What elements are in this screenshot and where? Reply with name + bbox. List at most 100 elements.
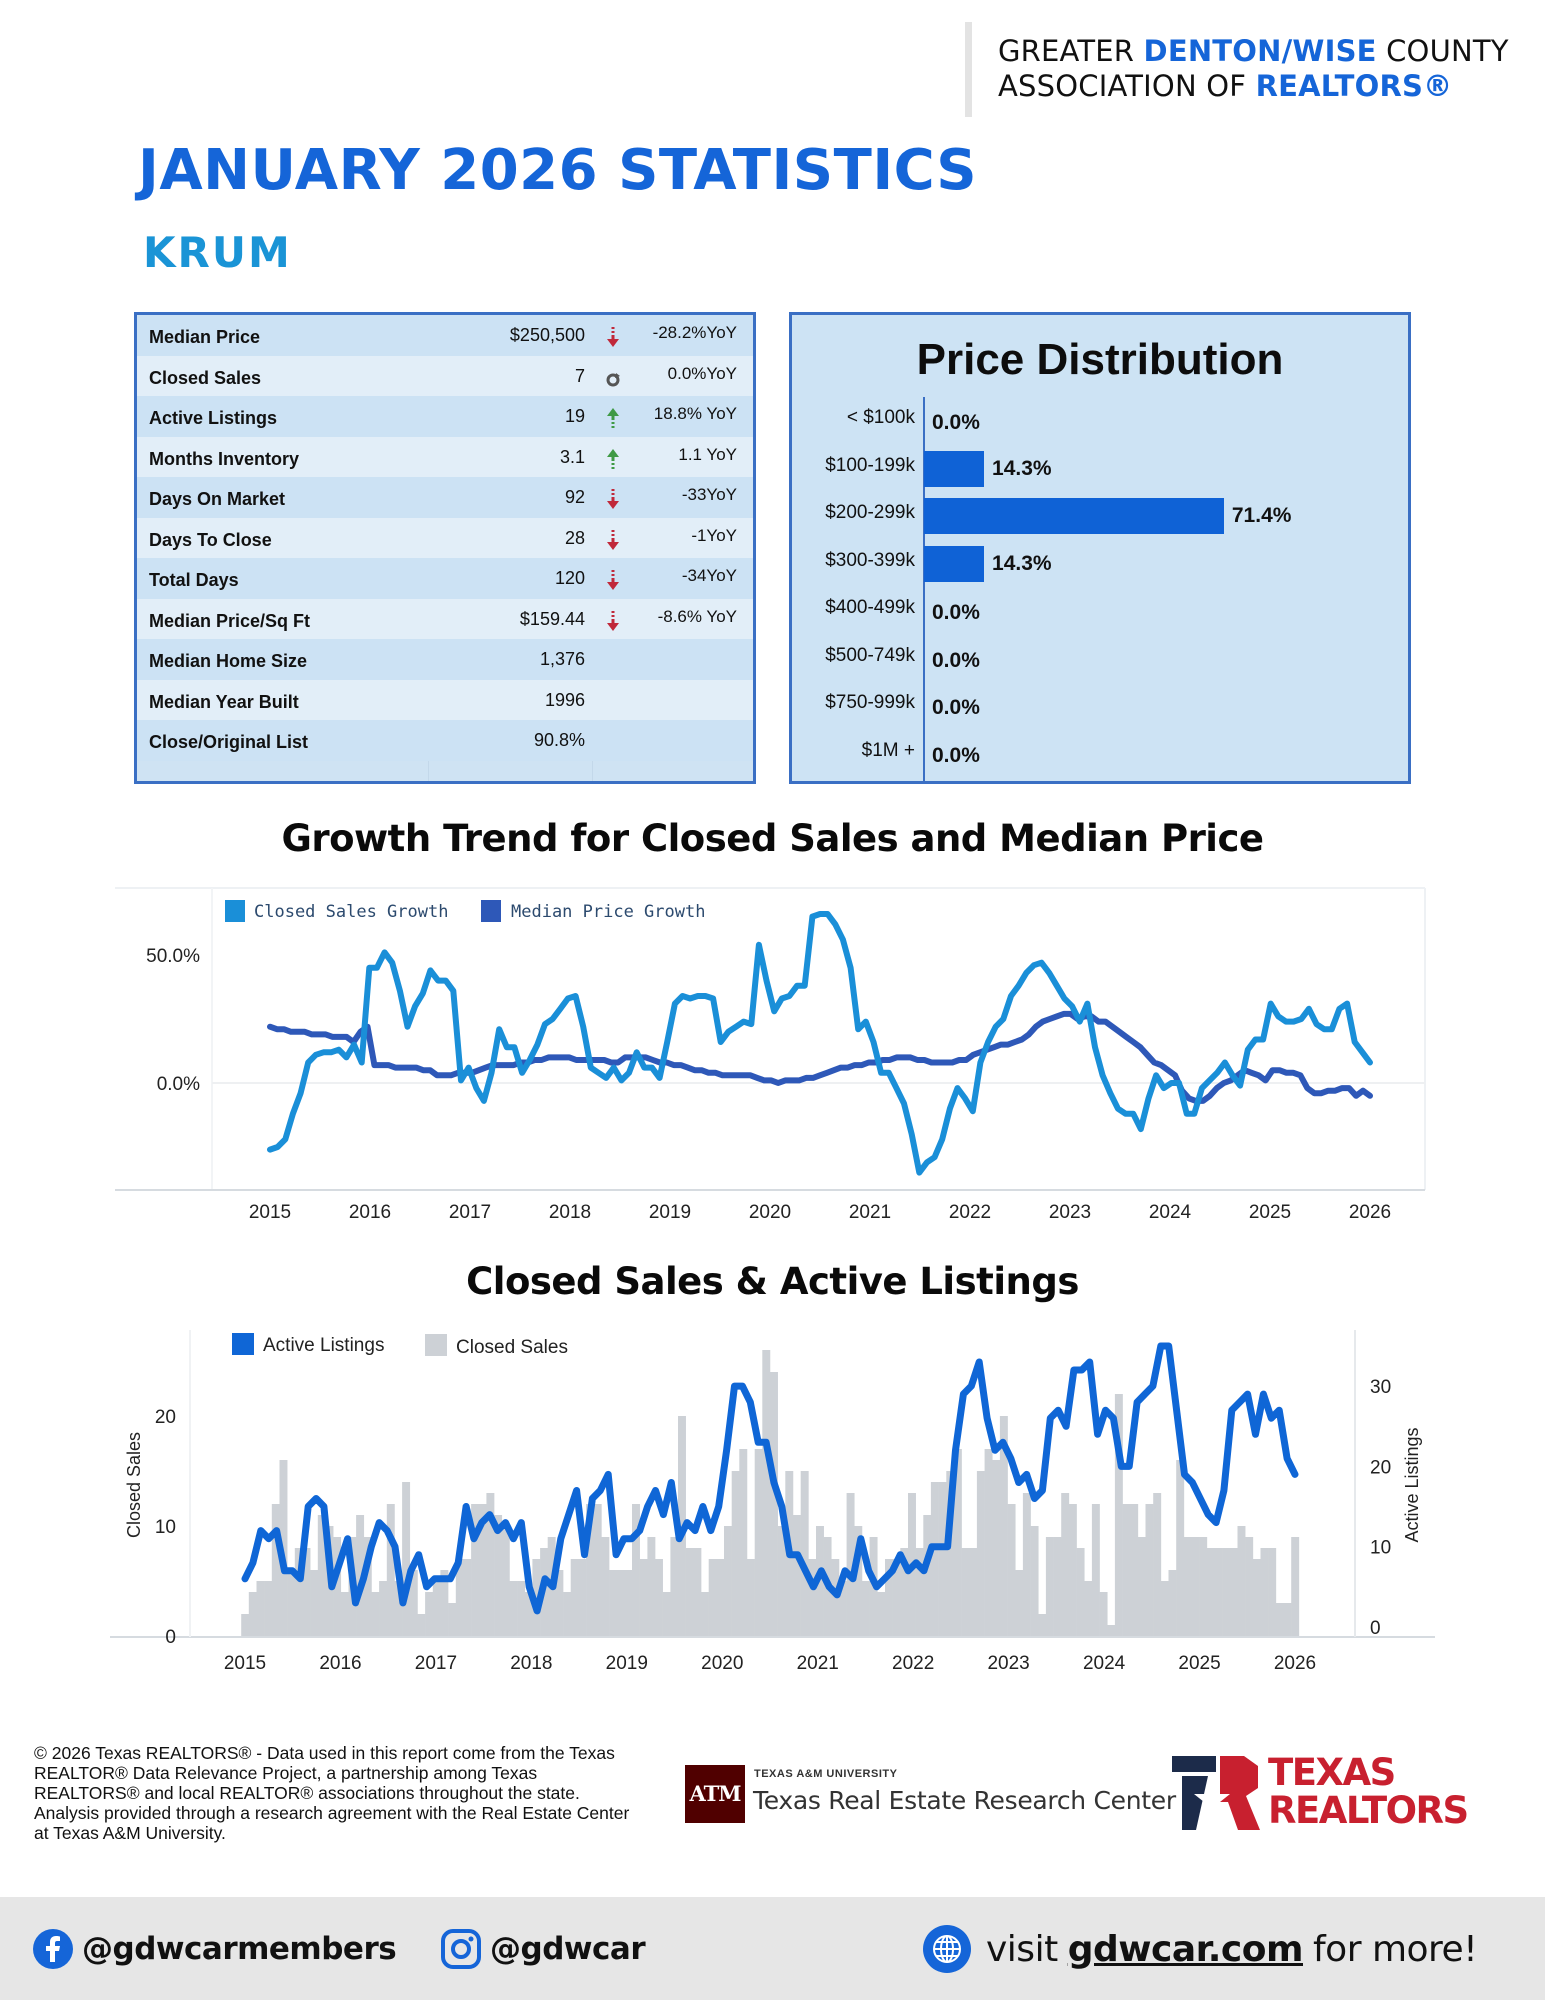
closed-sales-bar [1275, 1603, 1284, 1636]
stats-row: Closed Sales 7 0.0%YoY [137, 355, 753, 396]
x-tick-label: 2016 [349, 1202, 391, 1223]
gdwcar-link[interactable]: gdwcar.com [1067, 1928, 1304, 1970]
closed-sales-bar [892, 1559, 901, 1636]
closed-sales-bar [823, 1537, 832, 1636]
closed-sales-bar [1099, 1592, 1108, 1636]
closed-sales-bar [762, 1350, 771, 1636]
legend-swatch-active-listings [232, 1333, 254, 1355]
closed-sales-bar [785, 1471, 794, 1636]
closed-sales-bar [302, 1548, 311, 1636]
closed-sales-bar [1245, 1537, 1254, 1636]
closed-sales-bar [371, 1592, 380, 1636]
closed-sales-bar [256, 1581, 265, 1636]
price-bucket-percent: 0.0% [932, 743, 980, 767]
closed-sales-bar [908, 1493, 916, 1636]
stat-value: 120 [554, 568, 585, 588]
price-bucket-percent: 71.4% [1231, 504, 1292, 527]
closed-sales-bar [1015, 1570, 1024, 1636]
no-change-cycle-icon [606, 372, 620, 386]
chart-background [115, 888, 1425, 1190]
instagram-link[interactable]: @gdwcar [440, 1925, 646, 1973]
stat-label: Median Price/Sq Ft [149, 610, 311, 631]
right-y-tick-label: 10 [1370, 1538, 1391, 1559]
closed-sales-bar [938, 1482, 947, 1636]
closed-sales-bar [356, 1515, 365, 1636]
closed-sales-bar [731, 1471, 740, 1636]
texas-realtors-logo-icon [1172, 1756, 1260, 1830]
closed-sales-bar [1145, 1504, 1154, 1636]
legend-label: Closed Sales [456, 1337, 568, 1358]
stat-label: Months Inventory [149, 448, 300, 469]
closed-sales-bar [455, 1559, 464, 1636]
closed-sales-bar [409, 1570, 418, 1636]
price-bucket-label: $750-999k [825, 692, 915, 713]
closed-sales-bar [509, 1581, 518, 1636]
stat-yoy-change: 1.1 YoY [678, 444, 737, 464]
closed-sales-bar [632, 1504, 640, 1636]
price-bucket-row: $300-399k 14.3% [792, 540, 1408, 588]
x-tick-label: 2019 [649, 1202, 691, 1223]
closed-sales-bar [1137, 1537, 1146, 1636]
x-tick-label: 2017 [415, 1653, 457, 1674]
x-tick-label: 2026 [1274, 1653, 1316, 1674]
trend-up-arrow-icon [607, 408, 619, 428]
texas-realtors-wordmark: TEXAS REALTORS [1268, 1751, 1469, 1832]
closed-sales-bar [1237, 1526, 1246, 1636]
stats-row: Total Days 120 -34YoY [137, 558, 753, 599]
x-tick-label: 2023 [1049, 1202, 1091, 1223]
facebook-link[interactable]: @gdwcarmembers [32, 1925, 397, 1973]
research-center-name: Texas Real Estate Research Center [753, 1786, 1176, 1815]
closed-sales-bar [1091, 1504, 1100, 1636]
closed-sales-bar [463, 1559, 472, 1636]
closed-sales-bar [946, 1471, 955, 1636]
stat-value: 28 [564, 527, 585, 548]
closed-sales-bar [961, 1548, 970, 1636]
closed-sales-bar [363, 1537, 372, 1636]
closed-sales-bar [417, 1614, 426, 1636]
closed-sales-bar [317, 1515, 326, 1636]
price-bucket-row: $1M + 0.0% [792, 730, 1408, 778]
trend-down-arrow-icon [607, 610, 619, 631]
closed-sales-bar [800, 1471, 809, 1636]
x-tick-label: 2025 [1249, 1202, 1291, 1223]
disclaimer-text: © 2026 Texas REALTORS® - Data used in th… [34, 1743, 630, 1843]
closed-sales-bar [616, 1570, 625, 1636]
legend-label: Median Price Growth [511, 902, 705, 922]
globe-icon [923, 1925, 971, 1973]
closed-sales-bar [869, 1537, 878, 1636]
active-listings-line [241, 1342, 1299, 1615]
closed-sales-bar [1022, 1493, 1031, 1636]
legend-label: Active Listings [263, 1335, 384, 1356]
closed-sales-bar [747, 1559, 755, 1636]
closed-sales-bar [1061, 1493, 1070, 1636]
stats-table: Median Price $250,500 -28.2%YoY Closed Sale… [134, 312, 756, 784]
closed-sales-bar [287, 1570, 296, 1636]
closed-sales-bar [900, 1548, 909, 1636]
tamu-logo: ATM [685, 1765, 745, 1823]
closed-sales-bar [770, 1372, 778, 1636]
org-name-line1: GREATER DENTON/WISE COUNTY [998, 34, 1509, 68]
tamu-university-label: TEXAS A&M UNIVERSITY [754, 1768, 898, 1780]
stat-value: 1996 [544, 689, 585, 710]
closed-sales-bar [501, 1526, 510, 1636]
closed-sales-bar [708, 1559, 717, 1636]
closed-sales-bar [432, 1581, 441, 1636]
closed-sales-bar [1176, 1460, 1185, 1636]
closed-sales-bar [1030, 1526, 1039, 1636]
trend-down-arrow-icon [607, 327, 619, 347]
x-tick-label: 2015 [224, 1653, 266, 1674]
stat-label: Days To Close [149, 529, 272, 550]
price-distribution-title: Price Distribution [916, 335, 1284, 384]
left-y-tick-label: 0 [165, 1627, 176, 1648]
x-tick-label: 2026 [1349, 1202, 1391, 1223]
price-bucket-label: $300-399k [825, 549, 915, 571]
closed-sales-bar [655, 1559, 663, 1636]
closed-sales-bar [440, 1570, 449, 1636]
closed-sales-bar [486, 1493, 495, 1636]
stat-value: $250,500 [509, 325, 585, 345]
price-bucket-percent: 0.0% [932, 696, 980, 719]
price-distribution-panel: Price Distribution < $100k 0.0% $100-199k 1… [789, 312, 1411, 784]
stats-row: Months Inventory 3.1 1.1 YoY [137, 436, 753, 477]
closed-sales-bar [1007, 1504, 1016, 1636]
website-link[interactable]: visit gdwcar.com for more! [922, 1923, 1478, 1975]
